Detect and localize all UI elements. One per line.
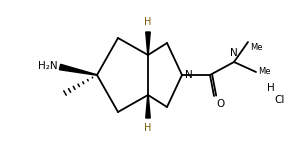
Text: Me: Me — [250, 43, 263, 52]
Text: H: H — [144, 123, 152, 133]
Text: O: O — [216, 99, 224, 109]
Polygon shape — [146, 95, 150, 118]
Text: Me: Me — [258, 66, 271, 75]
Text: N: N — [230, 48, 238, 58]
Text: H: H — [144, 17, 152, 27]
Text: Cl: Cl — [275, 95, 285, 105]
Polygon shape — [146, 32, 150, 55]
Polygon shape — [59, 64, 97, 75]
Text: H: H — [267, 83, 275, 93]
Text: N: N — [185, 70, 193, 80]
Text: H₂N: H₂N — [38, 61, 58, 71]
